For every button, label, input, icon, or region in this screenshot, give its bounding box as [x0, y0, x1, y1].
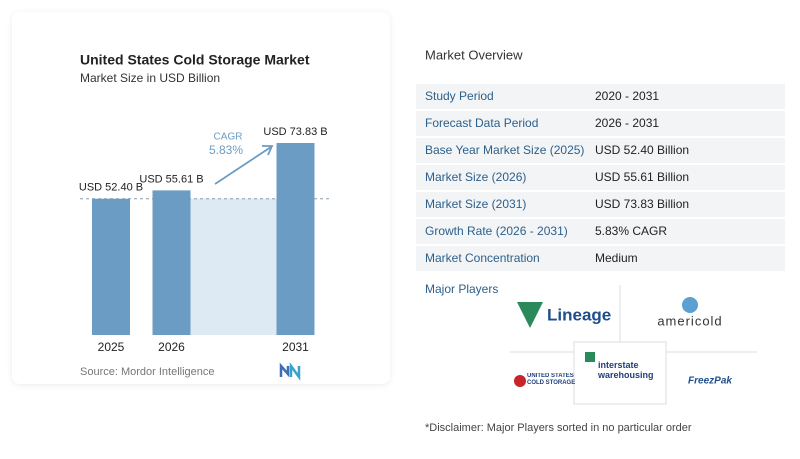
chart-subtitle: Market Size in USD Billion — [80, 71, 220, 85]
bar — [276, 143, 315, 335]
x-tick-label: 2031 — [282, 340, 309, 354]
row-value: 2026 - 2031 — [595, 116, 659, 130]
chart-title: United States Cold Storage Market — [80, 52, 310, 68]
row-value: 5.83% CAGR — [595, 224, 667, 238]
logo: FreezPak — [688, 376, 732, 387]
disclaimer: *Disclaimer: Major Players sorted in no … — [425, 422, 692, 434]
table-row — [416, 192, 785, 217]
logo-grid — [510, 285, 757, 405]
row-label: Market Size (2031) — [425, 197, 526, 211]
row-value: 2020 - 2031 — [595, 89, 659, 103]
logo-box: UNITED STATES COLD STORAGE — [527, 373, 576, 386]
row-label: Market Size (2026) — [425, 170, 526, 184]
lineage-icon — [517, 302, 543, 328]
overview-table: Study Period 2020 - 2031 Forecast Data Per… — [416, 84, 785, 271]
source: Source: Mordor Intelligence — [80, 366, 215, 378]
plot: USD 52.40 B 2025 USD 55.61 B 2026 USD 73.83 … — [79, 126, 330, 354]
table-row — [416, 138, 785, 163]
logo: interstate warehousing — [598, 360, 654, 380]
cagr-arrow — [214, 145, 274, 185]
row-label: Base Year Market Size (2025) — [425, 143, 584, 157]
x-tick-label: 2026 — [158, 340, 185, 354]
bar — [92, 198, 130, 335]
table-row — [416, 111, 785, 136]
cagr-label: CAGR — [214, 132, 243, 143]
row-label: Forecast Data Period — [425, 116, 538, 130]
row-value: USD 52.40 Billion — [595, 143, 689, 157]
value-label: USD 55.61 B — [139, 173, 203, 185]
row-value: USD 73.83 Billion — [595, 197, 689, 211]
table-row — [416, 165, 785, 190]
uscs-icon — [514, 375, 526, 387]
interstate-icon — [585, 352, 595, 362]
players-title: Major Players — [425, 282, 498, 296]
table-row — [416, 246, 785, 271]
value-label: USD 73.83 B — [263, 126, 327, 138]
reference-area — [190, 198, 277, 335]
bar — [152, 190, 191, 335]
row-label: Study Period — [425, 89, 494, 103]
logo-box: interstate warehousing — [598, 360, 654, 380]
x-tick-label: 2025 — [98, 340, 125, 354]
value-label: USD 52.40 B — [79, 182, 143, 194]
table-row — [416, 84, 785, 109]
brand-icon — [279, 362, 301, 381]
row-label: Market Concentration — [425, 251, 540, 265]
americold-icon — [682, 297, 698, 313]
row-label: Growth Rate (2026 - 2031) — [425, 224, 568, 238]
logo: Lineage — [547, 305, 611, 324]
overview-title: Market Overview — [425, 47, 523, 62]
table-row — [416, 219, 785, 244]
cagr-value: 5.83% — [209, 143, 243, 157]
logo: americold — [657, 313, 722, 328]
logo: UNITED STATES COLD STORAGE — [527, 373, 576, 386]
row-value: Medium — [595, 251, 638, 265]
row-value: USD 55.61 Billion — [595, 170, 689, 184]
